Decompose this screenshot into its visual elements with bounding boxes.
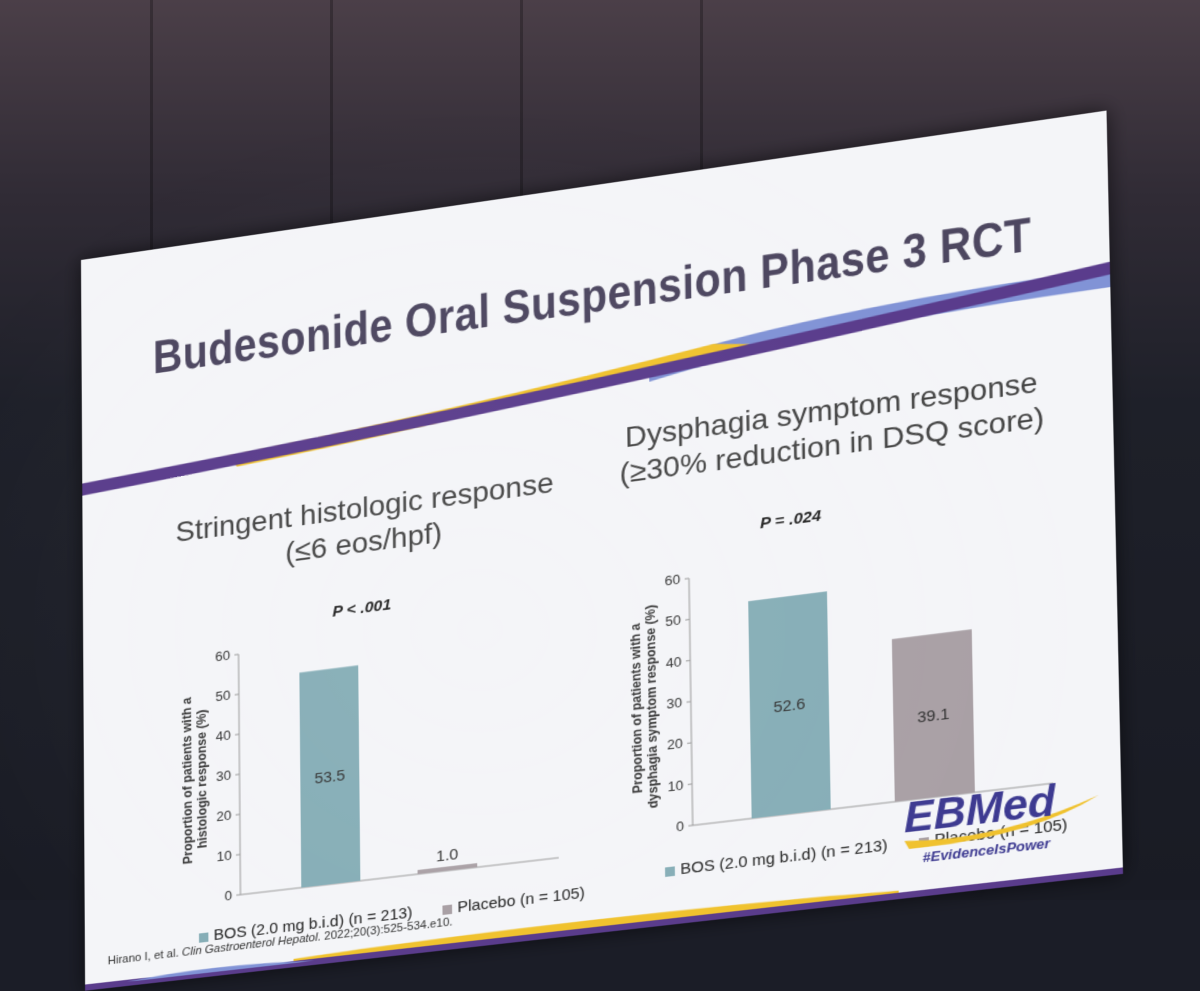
legend-swatch-bos bbox=[199, 932, 208, 942]
y-tick bbox=[685, 619, 689, 620]
y-tick-label: 60 bbox=[215, 647, 230, 664]
projection-screen: Budesonide Oral Suspension Phase 3 RCT S… bbox=[0, 0, 1200, 900]
y-axis-label-line1: Proportion of patients with a bbox=[180, 696, 196, 864]
y-tick bbox=[685, 578, 689, 579]
y-tick-label: 20 bbox=[667, 736, 683, 753]
y-tick-label: 10 bbox=[668, 777, 684, 794]
bar-value-label-placebo: 1.0 bbox=[436, 846, 458, 866]
y-tick-label: 0 bbox=[676, 818, 684, 834]
y-tick bbox=[235, 774, 239, 775]
y-tick bbox=[687, 702, 691, 703]
y-tick bbox=[235, 734, 239, 735]
slide: Budesonide Oral Suspension Phase 3 RCT S… bbox=[81, 111, 1123, 991]
bar-value-label-bos: 53.5 bbox=[314, 767, 345, 788]
y-axis-label-line2: histologic response (%) bbox=[194, 709, 209, 849]
chart-1: 0 10 20 30 40 50 60 Proportion of patients with… bbox=[145, 594, 570, 924]
y-tick-label: 30 bbox=[666, 694, 682, 711]
y-axis-label-line2: dysphagia symptom response (%) bbox=[643, 604, 661, 809]
y-tick-label: 40 bbox=[666, 653, 682, 670]
y-tick-label: 10 bbox=[217, 847, 232, 864]
y-tick-label: 60 bbox=[665, 571, 681, 588]
legend-swatch-bos bbox=[665, 866, 675, 877]
y-tick bbox=[235, 694, 239, 695]
y-tick bbox=[688, 825, 692, 826]
y-tick-label: 50 bbox=[665, 612, 681, 629]
y-tick-label: 20 bbox=[216, 807, 231, 824]
y-tick bbox=[686, 660, 690, 661]
y-tick-label: 30 bbox=[216, 767, 231, 784]
y-tick-label: 40 bbox=[216, 727, 231, 744]
y-tick bbox=[236, 814, 240, 815]
y-tick-label: 0 bbox=[224, 888, 232, 904]
y-tick bbox=[687, 743, 691, 744]
y-tick bbox=[688, 784, 692, 785]
y-tick bbox=[234, 654, 238, 655]
legend-swatch-placebo bbox=[442, 904, 452, 914]
y-tick-label: 50 bbox=[215, 687, 230, 704]
